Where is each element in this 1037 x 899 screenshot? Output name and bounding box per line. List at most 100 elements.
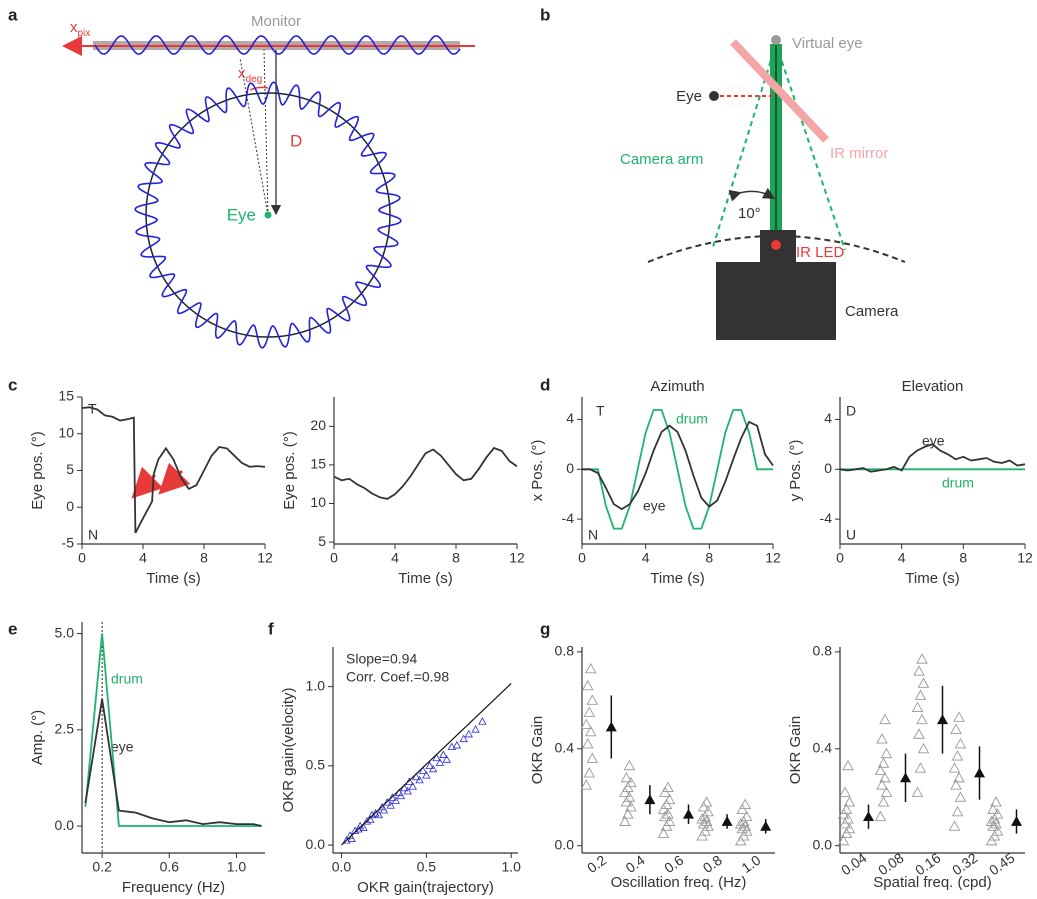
- point: [422, 771, 431, 779]
- point: [623, 759, 636, 771]
- y-axis-label: x Pos. (°): [529, 440, 546, 502]
- point: [411, 772, 421, 781]
- point: [953, 771, 965, 783]
- mean: [760, 820, 772, 831]
- x-tick-label: 12: [509, 550, 525, 566]
- x-tick-label: 8: [452, 550, 460, 566]
- point: [347, 834, 356, 842]
- point: [948, 762, 961, 773]
- angle-label: 10°: [738, 205, 761, 222]
- eye-dot: [709, 91, 719, 101]
- point: [388, 793, 397, 801]
- point: [586, 694, 599, 705]
- x-tick-label: 0.6: [661, 852, 686, 876]
- point: [403, 786, 412, 795]
- point: [874, 764, 887, 776]
- y-tick-label: 2.5: [55, 721, 75, 737]
- point: [415, 775, 424, 784]
- sightline: [263, 49, 269, 216]
- x-tick-label: 1.0: [227, 859, 247, 875]
- point: [371, 809, 380, 817]
- x-tick-label: 0.04: [838, 849, 870, 878]
- x-tick-label: 4: [391, 550, 399, 566]
- mean: [683, 808, 694, 819]
- x-deg-letter: x: [238, 65, 246, 82]
- fit-line: [341, 683, 512, 846]
- x-tick-label: 8: [705, 550, 713, 566]
- point: [739, 798, 751, 809]
- y-tick-label: 5: [318, 533, 326, 549]
- virtual-eye: [771, 35, 781, 45]
- point: [580, 779, 593, 790]
- x-tick-label: 1.0: [501, 859, 521, 875]
- series-line: [84, 633, 262, 827]
- point: [586, 752, 599, 763]
- point: [879, 771, 891, 783]
- y-tick-label: 0.0: [306, 836, 326, 852]
- distance-label: D: [290, 131, 302, 150]
- point: [985, 815, 998, 826]
- point: [877, 757, 890, 768]
- point: [880, 786, 893, 797]
- point: [425, 761, 434, 770]
- point: [342, 835, 351, 844]
- x-tick-label: 8: [200, 550, 208, 566]
- y-tick-label: 0.0: [555, 836, 575, 852]
- y-axis-label: OKR Gain: [529, 716, 546, 784]
- point: [950, 723, 962, 734]
- point: [917, 677, 930, 688]
- x-pix-letter: x: [70, 19, 78, 36]
- point: [391, 796, 400, 804]
- point: [428, 764, 438, 773]
- point: [916, 653, 928, 664]
- x-pix-sub: pix: [78, 28, 91, 39]
- y-axis-label: OKR gain(velocity): [280, 687, 297, 812]
- x-axis-label: Oscillation freq. (Hz): [611, 874, 747, 891]
- eye-label: Eye: [676, 88, 702, 105]
- point: [408, 782, 417, 790]
- point: [916, 713, 928, 725]
- point: [913, 728, 925, 739]
- point: [585, 725, 597, 737]
- point: [948, 820, 961, 831]
- y-tick-label: 20: [310, 417, 326, 433]
- point: [379, 805, 389, 814]
- chart-title: Azimuth: [650, 378, 704, 395]
- point: [582, 679, 594, 691]
- x-tick-label: 0.8: [700, 852, 725, 876]
- x-axis-label: Frequency (Hz): [122, 879, 225, 896]
- mean: [937, 714, 948, 725]
- point: [840, 803, 853, 814]
- y-tick-label: 0: [566, 460, 574, 476]
- series-line: [333, 446, 518, 500]
- panel-label: g: [540, 619, 550, 638]
- x-axis-label: Time (s): [905, 570, 959, 587]
- x-tick-label: 0.4: [623, 852, 648, 876]
- annotation: drum: [942, 475, 974, 491]
- point: [585, 662, 597, 674]
- y-tick-label: 15: [58, 388, 74, 404]
- annotation: eye: [643, 498, 666, 514]
- point: [396, 791, 406, 800]
- point: [954, 738, 967, 749]
- y-axis-label: OKR Gain: [787, 716, 804, 784]
- point: [913, 665, 925, 676]
- point: [987, 803, 999, 814]
- annotation: eye: [111, 739, 134, 755]
- y-axis-label: Eye pos. (°): [281, 431, 298, 510]
- x-axis-label: Time (s): [146, 570, 200, 587]
- ir-led-label: IR LED: [796, 244, 845, 261]
- mean: [974, 767, 985, 778]
- point: [663, 793, 676, 805]
- x-axis-label: Time (s): [650, 570, 704, 587]
- point: [951, 805, 964, 817]
- point: [839, 786, 851, 797]
- point: [843, 796, 856, 807]
- point: [954, 791, 967, 802]
- point: [700, 796, 713, 807]
- annotation: eye: [922, 433, 945, 449]
- point: [383, 797, 392, 806]
- point: [880, 747, 893, 759]
- annotation: Corr. Coef.=0.98: [346, 669, 449, 685]
